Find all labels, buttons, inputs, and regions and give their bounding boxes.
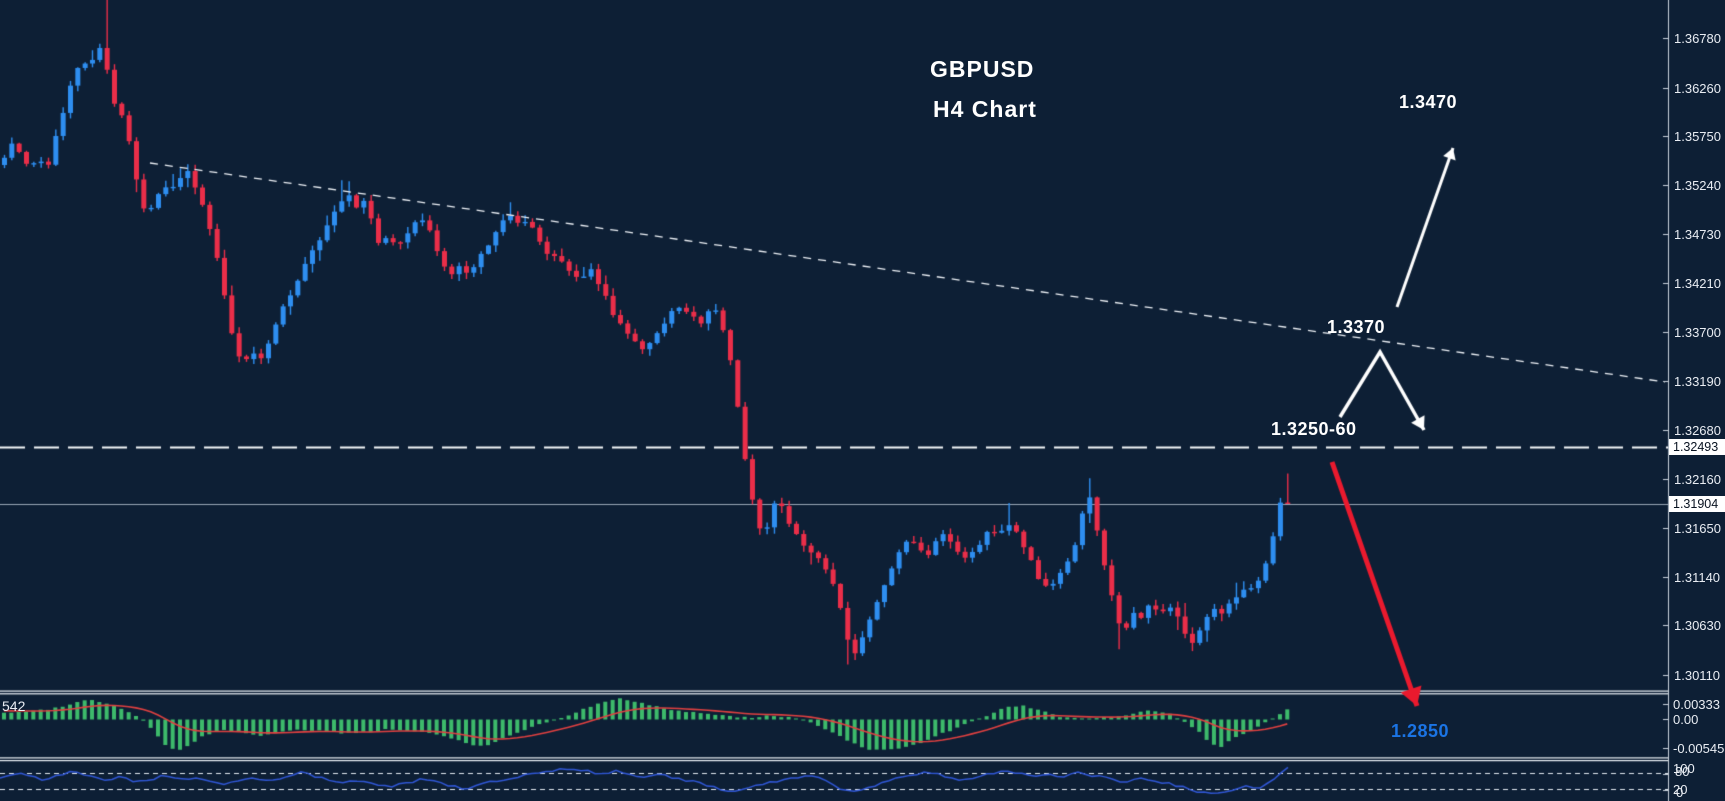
- price-marker-box: 1.31904: [1669, 495, 1725, 512]
- macd-axis-label: -0.005456: [1673, 741, 1725, 756]
- oscillator-axis-label: 80: [1675, 764, 1690, 779]
- macd-indicator-partial-value: 542: [2, 698, 26, 714]
- price-marker-box: 1.32493: [1669, 439, 1725, 456]
- annotation-target-up: 1.3470: [1399, 92, 1458, 112]
- oscillator-axis-label: 100: [1673, 761, 1695, 776]
- axis-price-label: 1.35750: [1674, 129, 1721, 145]
- macd-axis-label: 0.00: [1673, 712, 1699, 727]
- axis-price-label: 1.36260: [1674, 80, 1721, 96]
- oscillator-axis-label: 20: [1673, 782, 1688, 797]
- axis-price-label: 1.32160: [1674, 472, 1721, 488]
- axis-price-label: 1.36780: [1674, 31, 1721, 46]
- annotation-target-down: 1.2850: [1391, 721, 1450, 741]
- axis-price-label: 1.30630: [1674, 618, 1721, 634]
- axis-price-label: 1.34210: [1674, 276, 1721, 292]
- annotation-support-zone: 1.3250-60: [1271, 419, 1357, 439]
- axis-price-label: 1.33190: [1674, 373, 1721, 389]
- chart-title-timeframe: H4 Chart: [933, 96, 1037, 122]
- axis-price-label: 1.31140: [1674, 569, 1721, 585]
- chart-title-symbol: GBPUSD: [930, 56, 1035, 82]
- axis-price-label: 1.34730: [1674, 226, 1721, 242]
- annotation-resistance: 1.3370: [1327, 317, 1386, 337]
- axis-price-label: 1.35240: [1674, 178, 1721, 194]
- axis-price-label: 1.32680: [1674, 422, 1721, 438]
- oscillator-axis-label: 0: [1676, 785, 1684, 800]
- axis-price-label: 1.30110: [1674, 667, 1721, 683]
- axis-price-label: 1.31650: [1674, 520, 1721, 536]
- macd-axis-label: 0.00333: [1673, 697, 1720, 712]
- axis-price-label: 1.33700: [1674, 325, 1721, 341]
